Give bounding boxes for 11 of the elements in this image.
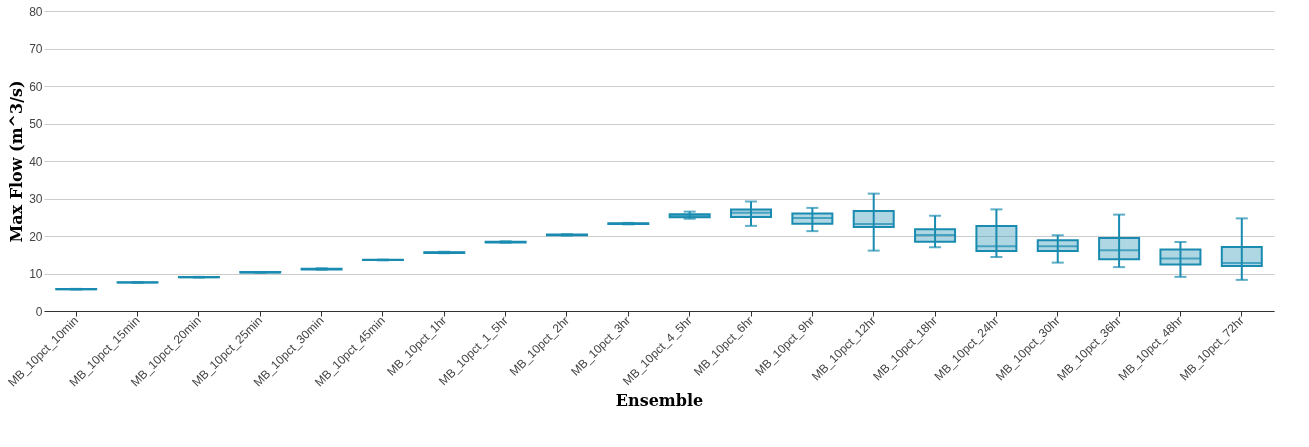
y-tick-label: 10 [29, 267, 43, 281]
y-tick-label: 70 [29, 42, 43, 56]
y-tick-label: 40 [29, 154, 43, 169]
y-axis-title: Max Flow (m^3/s) [7, 80, 27, 243]
y-tick-label: 20 [29, 229, 43, 244]
y-tick-label: 0 [35, 304, 43, 319]
y-tick-label: 30 [29, 192, 43, 206]
y-tick-label: 80 [29, 4, 43, 19]
y-tick-label: 60 [29, 79, 43, 94]
y-tick-label: 50 [29, 117, 43, 131]
x-axis-title: Ensemble [615, 390, 704, 410]
